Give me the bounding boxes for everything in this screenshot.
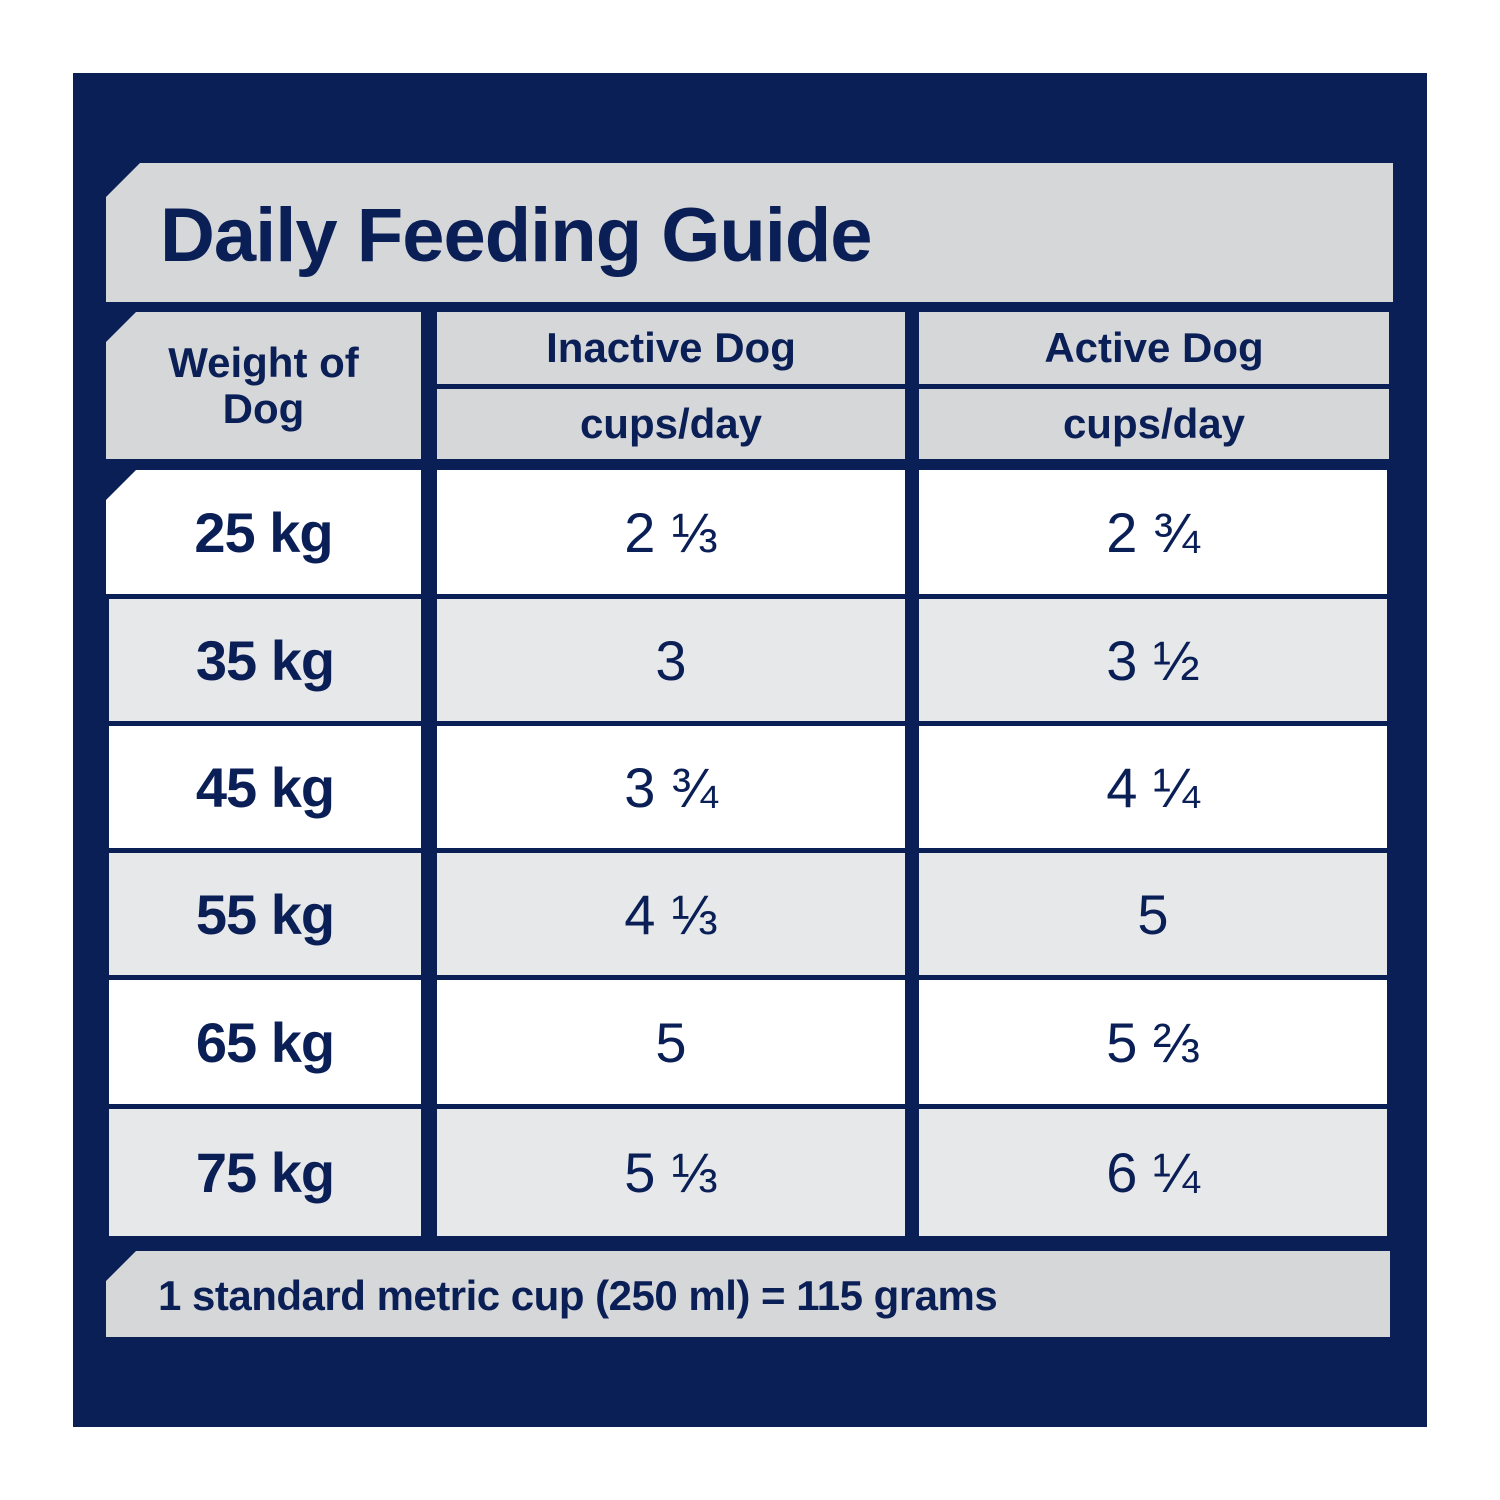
table-row-weight: 65 kg bbox=[109, 980, 421, 1104]
table-row-active: 5 bbox=[919, 853, 1387, 975]
header-inactive-unit: cups/day bbox=[579, 400, 763, 447]
active-amount: 5 bbox=[1137, 882, 1169, 946]
active-amount: 2 ¾ bbox=[1106, 500, 1200, 564]
table-row-inactive: 2 ⅓ bbox=[437, 470, 905, 594]
header-active-cell: Active Dog bbox=[919, 312, 1389, 384]
table-row-weight: 55 kg bbox=[109, 853, 421, 975]
header-inactive-unit-cell: cups/day bbox=[437, 389, 905, 459]
header-inactive-cell: Inactive Dog bbox=[437, 312, 905, 384]
inactive-amount: 3 bbox=[655, 628, 687, 692]
inactive-amount: 4 ⅓ bbox=[624, 882, 718, 946]
inactive-amount: 5 bbox=[655, 1010, 687, 1074]
table-row-active: 4 ¼ bbox=[919, 726, 1387, 848]
table-row-inactive: 5 bbox=[437, 980, 905, 1104]
table-row-weight: 45 kg bbox=[109, 726, 421, 848]
weight-value: 55 kg bbox=[195, 882, 335, 946]
table-row-inactive: 5 ⅓ bbox=[437, 1109, 905, 1236]
header-active-unit-cell: cups/day bbox=[919, 389, 1389, 459]
header-active-label: Active Dog bbox=[1044, 324, 1264, 371]
header-active-unit: cups/day bbox=[1062, 400, 1246, 447]
table-row-inactive: 3 ¾ bbox=[437, 726, 905, 848]
title-bar bbox=[106, 163, 1393, 302]
footer-bar bbox=[106, 1251, 1390, 1337]
footer-note: 1 standard metric cup (250 ml) = 115 gra… bbox=[158, 1272, 998, 1319]
header-weight-label: Weight of Dog bbox=[168, 338, 359, 432]
active-amount: 5 ⅔ bbox=[1106, 1010, 1200, 1074]
table-row-inactive: 3 bbox=[437, 599, 905, 721]
inactive-amount: 3 ¾ bbox=[624, 755, 718, 819]
weight-value: 25 kg bbox=[194, 500, 333, 564]
weight-value: 65 kg bbox=[195, 1010, 335, 1074]
weight-value: 75 kg bbox=[195, 1141, 335, 1204]
table-row-active: 2 ¾ bbox=[919, 470, 1387, 594]
header-inactive-label: Inactive Dog bbox=[546, 324, 796, 371]
weight-value: 45 kg bbox=[195, 755, 335, 819]
inactive-amount: 2 ⅓ bbox=[624, 500, 718, 564]
inactive-amount: 5 ⅓ bbox=[624, 1141, 718, 1204]
weight-value: 35 kg bbox=[195, 628, 335, 692]
table-row-weight: 75 kg bbox=[109, 1109, 421, 1236]
table-row-inactive: 4 ⅓ bbox=[437, 853, 905, 975]
header-weight-cell: Weight of Dog bbox=[106, 312, 421, 459]
table-row-active: 5 ⅔ bbox=[919, 980, 1387, 1104]
active-amount: 3 ½ bbox=[1106, 628, 1200, 692]
active-amount: 4 ¼ bbox=[1106, 755, 1200, 819]
active-amount: 6 ¼ bbox=[1106, 1141, 1200, 1204]
table-row-weight: 35 kg bbox=[109, 599, 421, 721]
page-title: Daily Feeding Guide bbox=[160, 193, 873, 278]
table-row-active: 3 ½ bbox=[919, 599, 1387, 721]
table-row-weight: 25 kg bbox=[106, 470, 421, 594]
table-row-active: 6 ¼ bbox=[919, 1109, 1387, 1236]
